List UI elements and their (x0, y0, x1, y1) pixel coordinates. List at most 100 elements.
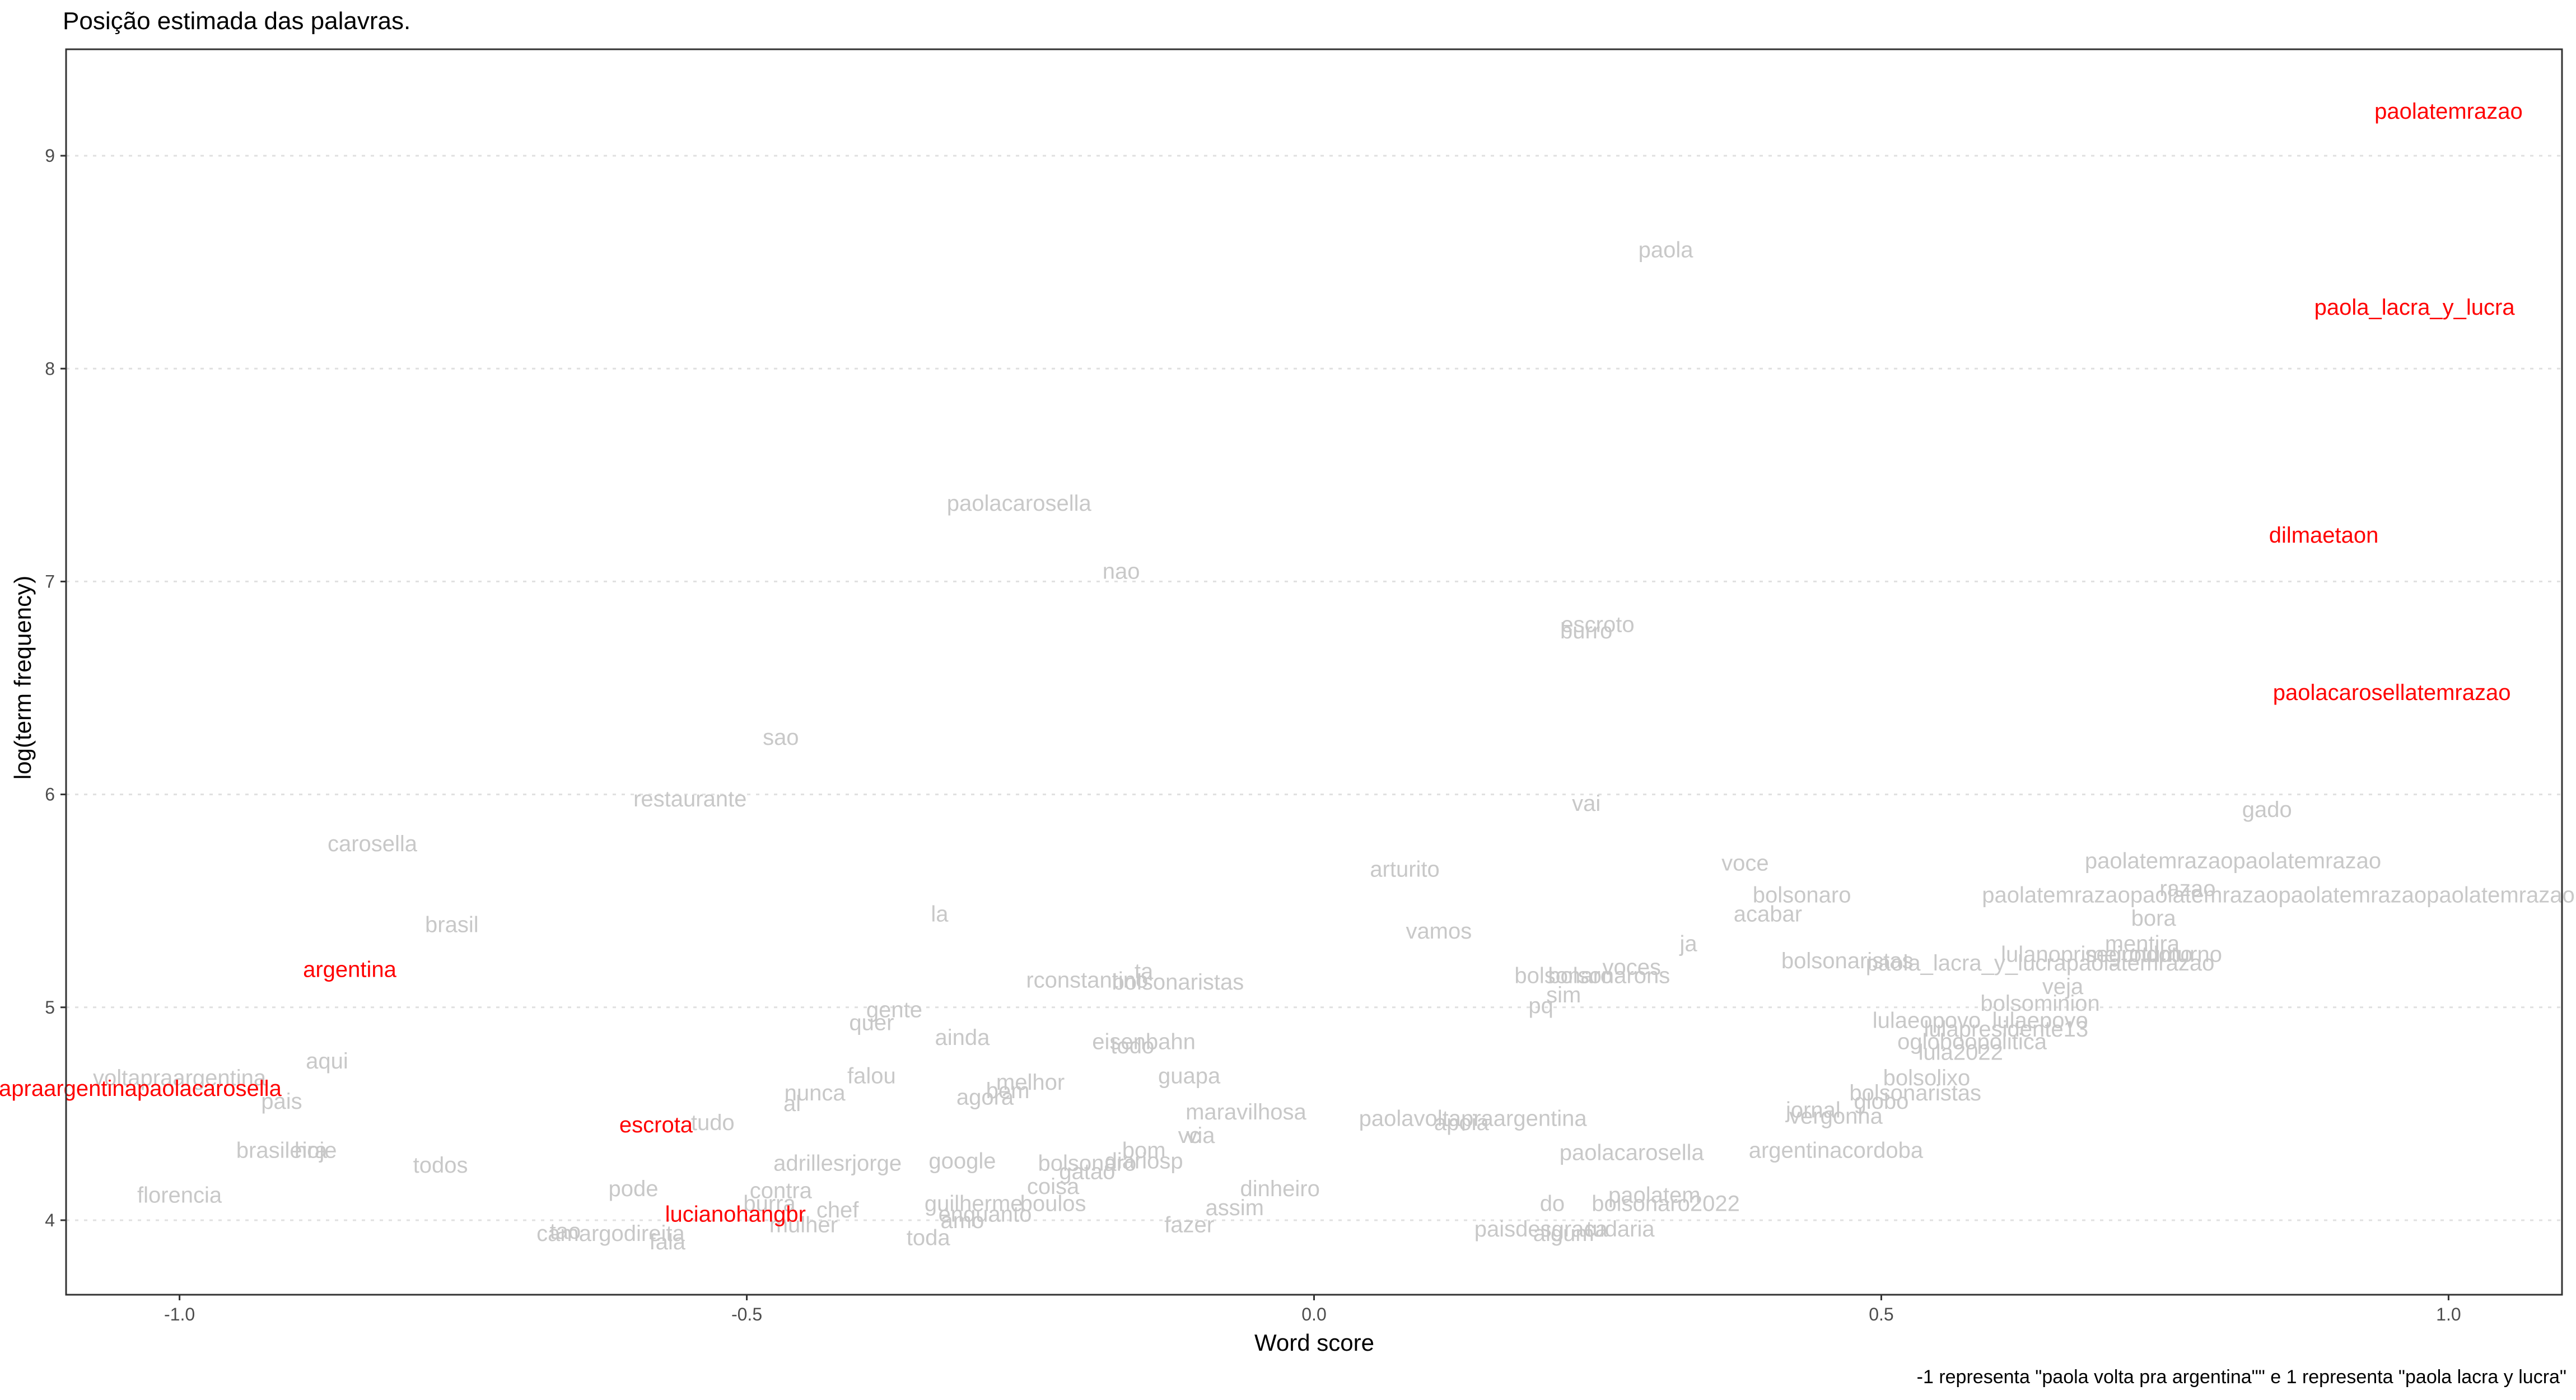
chart-caption: -1 representa "paola volta pra argentina… (1917, 1366, 2566, 1388)
highlighted-word-label: lucianohangbr (665, 1202, 806, 1227)
word-label: paisdesgraca (1474, 1217, 1608, 1242)
word-label: lulanoprimeiroturno (2001, 942, 2192, 967)
word-label: diariosp (1105, 1149, 1183, 1173)
y-tick-label: 5 (45, 997, 55, 1018)
word-label: segundoturno (2085, 942, 2222, 967)
word-label: ainda (935, 1025, 991, 1050)
word-label: bolsonaro (1038, 1151, 1136, 1175)
chart-title: Posição estimada das palavras. (63, 7, 410, 35)
word-label: paolavoltapraargentina (1359, 1106, 1588, 1131)
word-label: jornal (1785, 1098, 1841, 1122)
word-label: lulaeopovo (1873, 1009, 1981, 1033)
word-label: bolsonaro (1514, 964, 1613, 988)
word-label: ja (1679, 932, 1697, 956)
word-label: assim (1205, 1196, 1263, 1220)
word-label: aqui (306, 1049, 348, 1074)
word-label: contra (750, 1179, 813, 1203)
x-tick-label: 0.5 (1869, 1304, 1893, 1324)
word-label: paolatem (1608, 1183, 1701, 1207)
word-label: bolsonaro (1753, 883, 1851, 907)
word-label: veja (2042, 974, 2084, 999)
word-label: paolatemrazaopaolatemrazaopaolatemrazaop… (1982, 883, 2574, 907)
word-label: pq (1528, 993, 1553, 1018)
word-label: vergonha (1789, 1104, 1883, 1129)
highlighted-word-label: argentina (303, 957, 397, 982)
highlighted-word-label: voltapraargentinapaolacarosella (0, 1076, 282, 1101)
word-label: coisa (1027, 1174, 1080, 1199)
word-label: mentira (2105, 932, 2180, 956)
word-label: vc (1178, 1123, 1201, 1148)
word-label: falou (847, 1063, 896, 1088)
word-label: tudaria (1586, 1217, 1655, 1242)
word-label: voltapraargentina (93, 1066, 267, 1090)
highlighted-word-label: paola_lacra_y_lucra (2314, 295, 2516, 320)
word-label: florencia (137, 1183, 222, 1207)
word-label: algum (1533, 1221, 1594, 1246)
word-label: sim (1546, 983, 1581, 1007)
word-label: quer (849, 1010, 894, 1035)
x-tick-label: 0.0 (1301, 1304, 1326, 1324)
highlighted-word-label: dilmaetaon (2269, 523, 2379, 548)
y-tick-label: 4 (45, 1210, 55, 1230)
plot-panel-border (65, 48, 2563, 1296)
word-label: apoia (1434, 1110, 1490, 1135)
word-label: lulaepovo (1992, 1009, 2088, 1033)
word-label: arturito (1370, 857, 1440, 882)
word-label: pode (608, 1177, 658, 1201)
word-label: burro (1560, 619, 1612, 643)
y-axis: 4 5 6 7 8 9 (45, 146, 66, 1230)
word-label: restaurante (633, 787, 746, 811)
word-label: bolsominion (1980, 991, 2099, 1016)
word-label: brasil (425, 913, 479, 937)
word-label: gado (2242, 797, 2292, 822)
word-label: lula2022 (1919, 1040, 2003, 1065)
word-label: nao (1103, 559, 1140, 584)
word-label: toda (907, 1225, 951, 1250)
highlighted-word-label: escrota (619, 1113, 693, 1137)
word-label: mulher (769, 1213, 838, 1238)
x-tick-label: -0.5 (731, 1304, 762, 1324)
word-label: maravilhosa (1186, 1100, 1306, 1124)
word-label: eisenbahn (1092, 1030, 1196, 1054)
word-label: adrillesrjorge (773, 1151, 902, 1175)
word-label: ta (1135, 959, 1154, 984)
y-tick-label: 7 (45, 571, 55, 591)
word-label: paolacarosella (947, 491, 1092, 516)
word-label: voces (1603, 955, 1662, 980)
word-label: bolsonaristas (1849, 1081, 1981, 1105)
word-label: paola (1639, 237, 1694, 262)
word-label: bolsonaristas (1112, 970, 1244, 995)
word-label: paolatemrazaopaolatemrazao (2085, 848, 2381, 873)
word-label: melhor (996, 1070, 1065, 1095)
word-label: paola_lacra_y_lucrapaolatemrazao (1866, 951, 2215, 976)
y-axis-title: log(term frequency) (10, 576, 36, 780)
word-label: boulos (1020, 1192, 1086, 1216)
x-tick-label: -1.0 (164, 1304, 195, 1324)
word-label: globo (1854, 1089, 1909, 1114)
word-label: guapa (1158, 1063, 1221, 1088)
x-tick-label: 1.0 (2436, 1304, 2461, 1324)
word-label: gente (866, 998, 922, 1023)
gridlines (66, 155, 2562, 1221)
word-label: todo (1110, 1034, 1154, 1058)
word-label: enquanto (939, 1202, 1032, 1227)
word-label: bora (2131, 906, 2177, 931)
x-axis: -1.0 -0.5 0.0 0.5 1.0 (164, 1295, 2461, 1324)
word-label: do (1540, 1192, 1565, 1216)
word-label: todos (413, 1153, 468, 1178)
word-label: pais (261, 1089, 302, 1114)
word-label: la (931, 902, 949, 926)
word-label: brasileira (236, 1138, 328, 1163)
word-label: carosella (328, 832, 418, 856)
word-label: chef (816, 1198, 859, 1222)
word-label: argentinacordoba (1749, 1138, 1924, 1163)
word-label: via (1186, 1123, 1215, 1148)
word-label: guilherme (925, 1192, 1023, 1216)
word-label: escroto (1561, 612, 1634, 637)
word-label: burra (743, 1192, 796, 1216)
word-label: ogloboopolitica (1897, 1030, 2047, 1054)
y-tick-label: 6 (45, 785, 55, 805)
word-label: bolsonaristas (1781, 949, 1914, 973)
